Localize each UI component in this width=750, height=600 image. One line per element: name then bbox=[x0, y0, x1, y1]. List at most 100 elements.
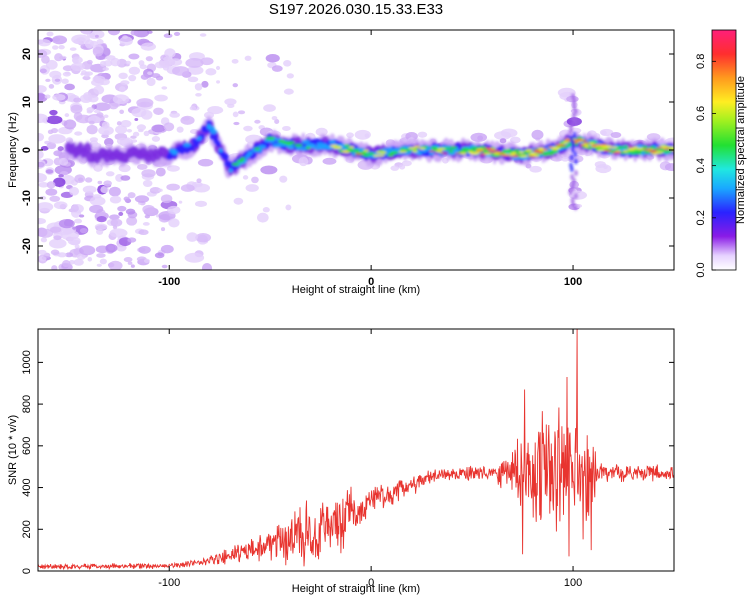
noise-blob bbox=[108, 101, 119, 110]
noise-blob bbox=[38, 39, 51, 47]
noise-blob bbox=[89, 196, 106, 206]
noise-blob bbox=[80, 30, 92, 35]
ridge-segment bbox=[643, 150, 651, 154]
colorbar-tick-label: 0.0 bbox=[695, 262, 707, 277]
noise-blob bbox=[155, 167, 166, 177]
noise-blob bbox=[176, 126, 184, 133]
noise-blob bbox=[242, 175, 249, 180]
noise-blob bbox=[96, 263, 102, 267]
ridge-segment bbox=[196, 136, 202, 141]
ridge-segment bbox=[437, 147, 446, 151]
noise-blob bbox=[142, 222, 150, 226]
noise-blob bbox=[180, 115, 195, 125]
noise-blob bbox=[38, 132, 45, 142]
noise-blob bbox=[51, 35, 68, 45]
ridge-segment bbox=[295, 146, 302, 151]
spectrogram-y-tick-label: 10 bbox=[21, 96, 33, 108]
noise-blob bbox=[41, 55, 50, 64]
noise-blob bbox=[38, 150, 44, 160]
noise-blob bbox=[58, 174, 64, 178]
noise-blob bbox=[65, 252, 74, 258]
noise-blob bbox=[46, 142, 57, 150]
noise-blob bbox=[143, 258, 150, 263]
noise-blob bbox=[139, 64, 147, 70]
noise-blob bbox=[49, 70, 62, 79]
ridge-segment bbox=[183, 142, 191, 148]
spectrogram-x-tick-label: 100 bbox=[564, 276, 582, 288]
ridge-segment bbox=[495, 150, 504, 153]
noise-blob bbox=[233, 197, 244, 205]
colorbar-tick-label: 0.2 bbox=[695, 210, 707, 225]
ridge-burst bbox=[569, 135, 574, 142]
noise-blob bbox=[64, 71, 70, 75]
noise-blob bbox=[322, 157, 337, 165]
ridge-segment bbox=[579, 144, 585, 146]
noise-blob bbox=[58, 218, 75, 229]
ridge-segment bbox=[408, 146, 417, 150]
noise-blob bbox=[112, 94, 130, 104]
noise-blob bbox=[271, 116, 278, 121]
ridge-segment bbox=[458, 149, 468, 154]
noise-blob bbox=[128, 74, 137, 82]
noise-blob bbox=[38, 249, 47, 255]
noise-blob bbox=[64, 113, 70, 118]
ridge-segment bbox=[627, 146, 633, 148]
noise-blob bbox=[50, 127, 59, 134]
noise-blob bbox=[279, 175, 288, 183]
noise-blob bbox=[315, 127, 328, 137]
noise-blob bbox=[134, 195, 150, 203]
noise-blob bbox=[142, 179, 153, 187]
noise-blob bbox=[354, 129, 371, 140]
noise-blob bbox=[126, 129, 133, 133]
noise-blob bbox=[161, 86, 168, 90]
noise-blob bbox=[164, 48, 176, 59]
noise-blob bbox=[216, 80, 221, 84]
noise-blob bbox=[168, 218, 180, 228]
noise-blob bbox=[69, 186, 80, 196]
ridge-segment bbox=[475, 149, 485, 152]
noise-blob bbox=[417, 131, 428, 138]
ridge-burst bbox=[573, 150, 578, 157]
noise-blob bbox=[92, 194, 102, 199]
ridge-segment bbox=[490, 149, 500, 152]
noise-blob bbox=[63, 119, 77, 130]
noise-blob bbox=[136, 124, 147, 131]
ridge-segment bbox=[641, 145, 648, 149]
noise-blob bbox=[99, 258, 107, 265]
ridge-segment bbox=[258, 144, 267, 150]
snr-x-axis-label: Height of straight line (km) bbox=[292, 583, 420, 595]
noise-blob bbox=[70, 62, 85, 72]
noise-blob bbox=[282, 125, 291, 132]
ridge-segment bbox=[635, 147, 645, 150]
snr-y-tick-label: 200 bbox=[21, 520, 33, 538]
noise-blob bbox=[442, 157, 449, 164]
ridge-segment bbox=[414, 145, 420, 148]
colorbar-ticks: 0.0 0.2 0.4 0.6 0.8 bbox=[695, 54, 716, 278]
noise-blob bbox=[151, 73, 161, 79]
noise-blob bbox=[40, 237, 48, 243]
noise-blob bbox=[122, 35, 129, 39]
noise-blob bbox=[109, 214, 120, 220]
noise-blob bbox=[73, 97, 82, 103]
noise-blob bbox=[96, 253, 106, 258]
noise-blob bbox=[96, 39, 104, 45]
chart-title: S197.2026.030.15.33.E33 bbox=[269, 1, 443, 18]
noise-blob bbox=[105, 55, 116, 61]
noise-blob bbox=[561, 157, 570, 162]
noise-blob bbox=[166, 183, 180, 191]
ridge-segment bbox=[671, 147, 674, 150]
noise-blob bbox=[232, 83, 239, 88]
noise-blob bbox=[38, 85, 47, 93]
noise-blob bbox=[69, 47, 77, 51]
noise-blob bbox=[79, 94, 93, 104]
noise-blob bbox=[125, 60, 131, 65]
ridge-segment bbox=[636, 144, 644, 149]
ridge-segment bbox=[301, 139, 310, 145]
noise-blob bbox=[84, 39, 94, 49]
ridge-segment bbox=[209, 129, 218, 134]
snr-y-tick-label: 400 bbox=[21, 478, 33, 496]
noise-blob bbox=[147, 30, 153, 34]
noise-blob bbox=[195, 233, 212, 243]
noise-blob bbox=[61, 78, 69, 84]
